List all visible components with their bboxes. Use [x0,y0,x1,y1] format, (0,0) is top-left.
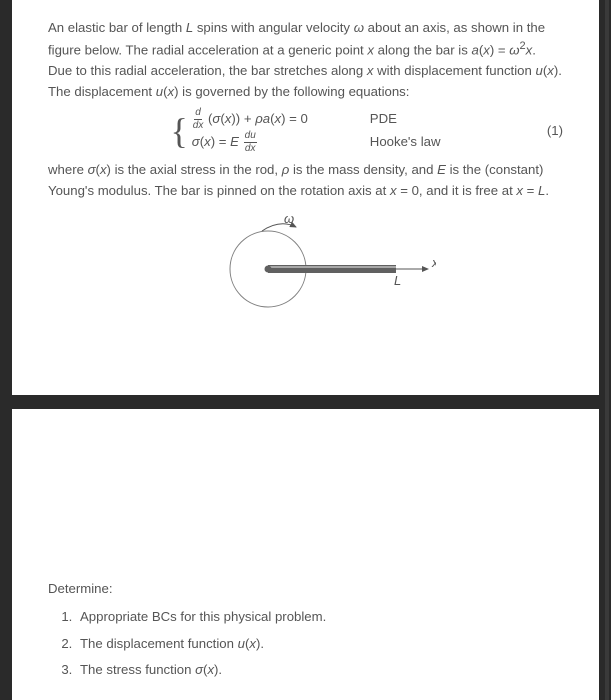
problem-paragraph-2: where σ(x) is the axial stress in the ro… [48,160,563,201]
determine-heading: Determine: [48,579,563,599]
figure-spinning-bar: ω x L [48,209,563,325]
svg-text:L: L [394,273,401,288]
equation-number: (1) [547,121,563,141]
scrollbar-track [605,0,609,700]
problem-paragraph-1: An elastic bar of length L spins with an… [48,18,563,102]
question-item: Appropriate BCs for this physical proble… [76,607,563,627]
eq-row-1-label: PDE [370,109,397,129]
svg-text:x: x [431,255,436,270]
eq-row-2: σ(x) = E dudx [192,131,352,154]
page-1: An elastic bar of length L spins with an… [12,0,599,395]
eq-row-1: ddx (σ(x)) + ρa(x) = 0 [192,108,352,131]
question-item: The displacement function u(x). [76,634,563,654]
page-2: Determine: Appropriate BCs for this phys… [12,409,599,700]
page-gap [0,395,611,409]
brace-icon: { [171,113,188,149]
equation-block: { ddx (σ(x)) + ρa(x) = 0 PDE σ(x) = E du… [48,108,563,154]
question-item: The stress function σ(x). [76,660,563,680]
question-list: Appropriate BCs for this physical proble… [76,607,563,680]
svg-text:ω: ω [284,211,294,226]
eq-row-2-label: Hooke's law [370,132,441,152]
